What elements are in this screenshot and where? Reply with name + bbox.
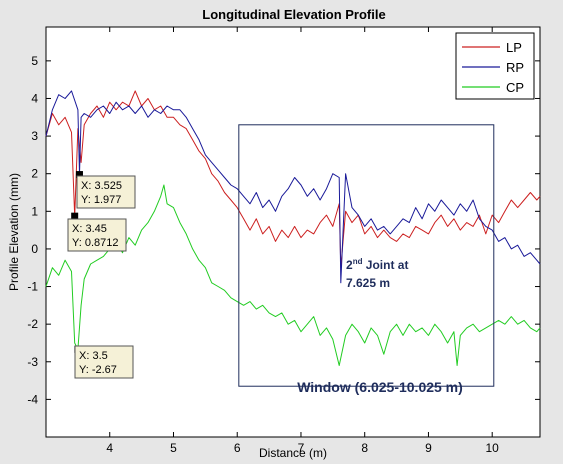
x-tick-label: 9 [425,441,432,455]
x-axis-label: Distance (m) [259,446,327,460]
joint-annotation-line2: 7.625 m [346,276,390,290]
series-line-rp [45,90,541,284]
datatip-box [76,175,136,209]
y-tick-label: 0 [31,242,38,256]
x-tick-label: 8 [361,441,368,455]
legend-label: CP [506,80,524,95]
y-tick-label: -4 [27,392,38,406]
x-axis-ticks: 4 5 6 7 8 9 10 [106,27,499,455]
joint-annotation: 2nd Joint at [346,257,408,272]
x-tick-label: 5 [170,441,177,455]
joint-annotation-prefix: 2 [346,258,353,272]
joint-annotation-sup: nd [353,257,363,266]
x-tick-label: 10 [486,441,500,455]
x-tick-label: 6 [234,441,241,455]
datatip-marker [71,212,79,220]
datatip-x: X: 3.525 [81,180,122,192]
datatip-box [67,218,127,252]
datatip-y: Y: 0.8712 [72,237,119,249]
y-tick-label: -1 [27,280,38,294]
window-box [238,124,495,387]
chart-title: Longitudinal Elevation Profile [202,7,385,22]
x-tick-label: 4 [106,441,113,455]
y-tick-label: 3 [31,129,38,143]
datatip-y: Y: -2.67 [79,364,117,376]
legend: LP RP CP [455,32,535,100]
joint-annotation-rest: Joint at [362,258,408,272]
y-tick-label: 1 [31,204,38,218]
legend-label: RP [506,60,524,75]
datatip-x: X: 3.5 [79,350,108,362]
y-tick-label: -2 [27,317,38,331]
y-axis-ticks: -4 -3 -2 -1 0 1 2 3 4 5 [27,54,540,406]
legend-box [455,32,535,100]
y-tick-label: -3 [27,355,38,369]
datatip-y: Y: 1.977 [81,194,121,206]
datatip-box [74,345,134,379]
y-tick-label: 4 [31,91,38,105]
datatip-marker [75,171,83,179]
datatip-x: X: 3.45 [72,223,107,235]
y-tick-label: 5 [31,54,38,68]
y-axis-label: Profile Elevation (mm) [7,173,21,291]
x-tick-label: 7 [298,441,305,455]
y-tick-label: 2 [31,167,38,181]
window-label: Window (6.025-10.025 m) [297,379,463,395]
legend-label: LP [506,40,522,55]
datatip-layer: X: 3.525 Y: 1.977 X: 3.45 Y: 0.8712 X: 3.5 Y:… [67,171,136,379]
